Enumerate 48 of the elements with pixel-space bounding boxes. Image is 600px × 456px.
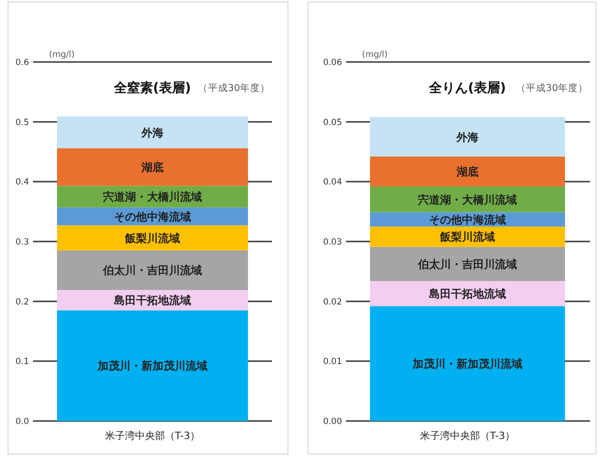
y-tick-label: 0.00 <box>323 417 342 427</box>
series-label: 外海 <box>456 130 478 144</box>
series-label: 島田干拓地流域 <box>429 288 506 301</box>
x-tick-label: 米子湾中央部（T-3） <box>104 430 200 442</box>
series-label: 伯太川・吉田川流域 <box>102 264 202 278</box>
series-label: 伯太川・吉田川流域 <box>417 258 517 271</box>
series-label: 宍道湖・大橋川流域 <box>102 190 202 204</box>
y-tick-label: 0.03 <box>323 238 342 248</box>
series-label: 加茂川・新加茂川流域 <box>412 358 522 371</box>
series-label: その他中海流域 <box>114 210 191 224</box>
bar <box>370 246 565 281</box>
y-tick-label: 0.04 <box>323 178 342 188</box>
y-tick-label: 0.05 <box>323 118 342 128</box>
text: (mg/l) <box>362 50 388 60</box>
series-label: 島田干拓地流域 <box>114 294 191 308</box>
series-label: 湖底 <box>140 161 164 174</box>
y-tick-label: 0.5 <box>15 118 29 128</box>
text: 全りん(表層) <box>428 81 506 96</box>
y-tick-label: 0.2 <box>15 297 29 308</box>
series-label: 外海 <box>140 126 164 140</box>
series-label: 飯梨川流域 <box>439 230 495 244</box>
text: 全窒素(表層) <box>113 80 191 96</box>
annotation: （平成30年度） <box>198 82 270 94</box>
bar <box>370 156 565 186</box>
y-tick-label: 0.4 <box>15 178 29 188</box>
bar <box>370 226 565 247</box>
bar <box>370 306 565 421</box>
bar <box>57 148 248 186</box>
y-tick-label: 0.1 <box>15 357 29 368</box>
text: (mg/l) <box>49 50 75 60</box>
series-label: 湖底 <box>456 165 478 178</box>
y-tick-label: 0.02 <box>323 297 342 308</box>
series-label: 飯梨川流域 <box>124 232 180 245</box>
y-tick-label: 0.3 <box>15 238 29 248</box>
bar <box>370 117 565 157</box>
y-tick-label: 0.06 <box>323 58 342 68</box>
series-label: 加茂川・新加茂川流域 <box>96 360 208 373</box>
bar <box>57 250 248 290</box>
bar <box>57 225 248 250</box>
y-tick-label: 0.6 <box>15 58 29 68</box>
x-tick-label: 米子湾中央部（T-3） <box>420 430 516 442</box>
series-label: その他中海流域 <box>429 213 506 226</box>
bar <box>57 310 248 421</box>
y-tick-label: 0.0 <box>15 417 29 427</box>
annotation: （平成30年度） <box>516 82 588 94</box>
bar <box>57 116 248 148</box>
series-label: 宍道湖・大橋川流域 <box>417 193 517 206</box>
y-tick-label: 0.01 <box>323 357 342 368</box>
